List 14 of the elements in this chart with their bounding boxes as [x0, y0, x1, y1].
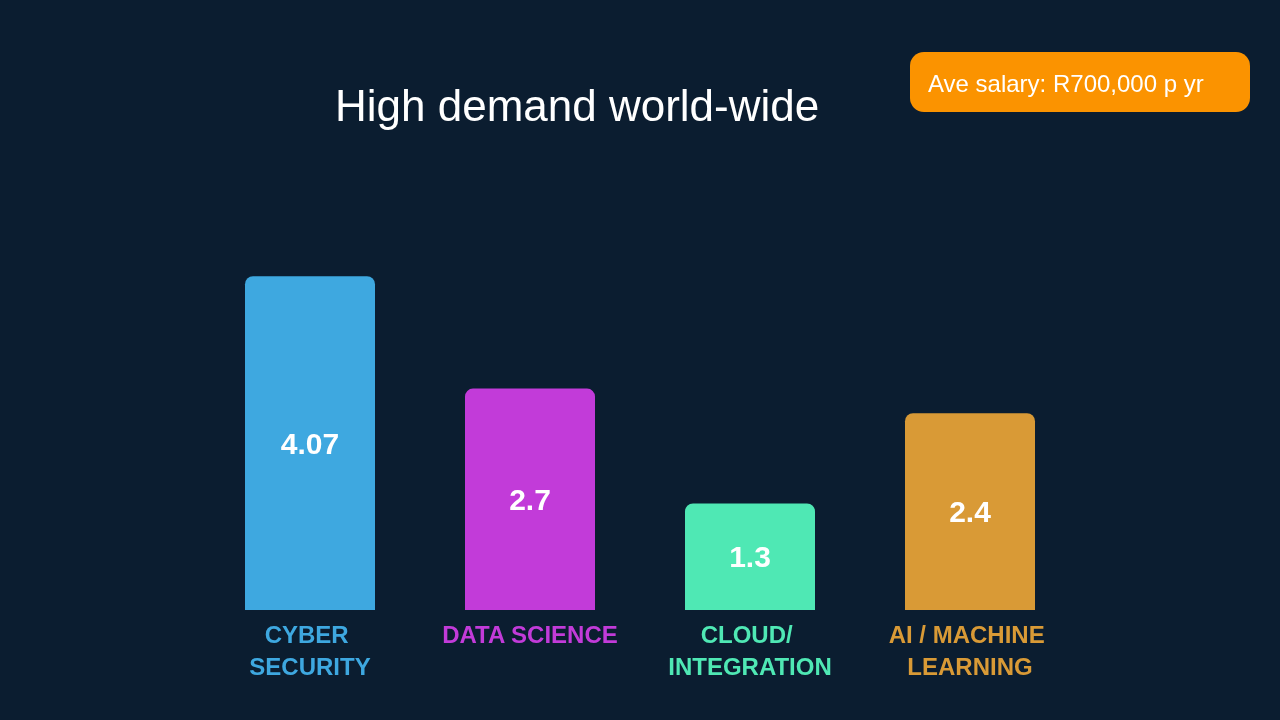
chart-title: High demand world-wide	[335, 80, 820, 130]
bar	[465, 388, 595, 610]
text: Ave salary: R700,000 p yr	[928, 69, 1204, 97]
bar	[905, 413, 1035, 610]
bar	[245, 276, 375, 610]
data-label: 2.7	[509, 482, 551, 516]
x-tick-label: CLOUD/ INTEGRATION	[668, 620, 832, 680]
data-label: 4.07	[280, 426, 340, 460]
x-tick-label: DATA SCIENCE	[442, 620, 618, 648]
x-tick-label: CYBER SECURITY	[249, 620, 371, 680]
x-tick-label: AI / MACHINE LEARNING	[888, 620, 1052, 680]
bar	[685, 503, 815, 610]
data-label: 2.4	[949, 495, 992, 529]
data-label: 1.3	[729, 540, 771, 574]
